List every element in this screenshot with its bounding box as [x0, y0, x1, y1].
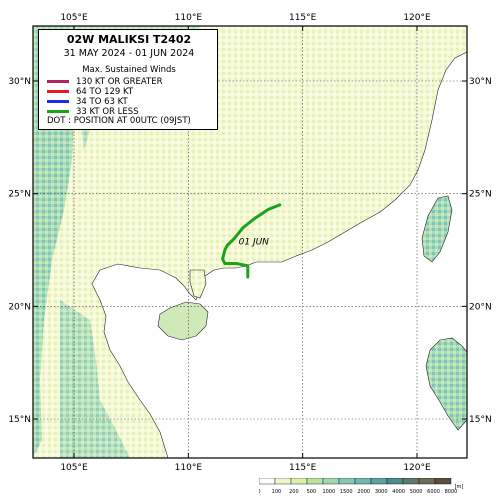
indochina-highlands — [60, 300, 130, 458]
scale-tick-label: 6000 — [427, 489, 440, 495]
legend-subtitle: Max. Sustained Winds — [82, 65, 176, 75]
lat-label: 15°N — [8, 415, 31, 425]
scale-swatch — [322, 478, 340, 485]
lat-label: 25°N — [469, 190, 492, 200]
legend: 02W MALIKSI T2402 31 MAY 2024 - 01 JUN 2… — [38, 29, 218, 130]
scale-tick-label: 200 — [289, 489, 299, 495]
scale-tick-label: 100 — [272, 489, 282, 495]
lat-label: 30°N — [469, 77, 492, 87]
lon-label: 110°E — [175, 463, 203, 473]
legend-swatch — [47, 80, 69, 83]
lon-label: 120°E — [403, 463, 431, 473]
legend-swatch — [47, 90, 69, 93]
elevation-scale: 0 100 200 500 1000 1500 2000 3000 4000 5000 6000 80… — [259, 478, 464, 495]
lon-label: 115°E — [289, 13, 317, 23]
scale-tick-label: 1500 — [340, 489, 353, 495]
scale-swatch — [338, 478, 356, 485]
axis-labels: 105°E 105°E 110°E 110°E 115°E 115°E 120°E 120°E… — [8, 13, 491, 473]
scale-swatch — [354, 478, 372, 485]
legend-title: 02W MALIKSI T2402 — [66, 33, 192, 46]
legend-label: 130 KT OR GREATER — [76, 76, 163, 87]
legend-label: 33 KT OR LESS — [76, 106, 139, 117]
hainan-island — [157, 301, 209, 341]
scale-swatch — [259, 478, 276, 485]
legend-item-64kt: 64 TO 129 KT — [47, 86, 133, 97]
scale-swatch — [434, 478, 452, 485]
lat-label: 30°N — [8, 77, 31, 87]
lat-label: 20°N — [8, 302, 31, 312]
legend-item-33kt: 33 KT OR LESS — [47, 106, 139, 117]
scale-swatch — [290, 478, 308, 485]
legend-swatch — [47, 100, 69, 103]
lat-label: 25°N — [8, 190, 31, 200]
taiwan-island — [421, 195, 453, 263]
legend-label: 34 TO 63 KT — [76, 96, 128, 107]
scale-swatch — [274, 478, 292, 485]
legend-swatch — [47, 110, 69, 113]
legend-item-34kt: 34 TO 63 KT — [47, 96, 128, 107]
lon-label: 120°E — [403, 13, 431, 23]
lon-label: 105°E — [60, 463, 88, 473]
scale-swatch — [402, 478, 420, 485]
luzon-island — [425, 337, 467, 431]
legend-label: 64 TO 129 KT — [76, 86, 134, 97]
scale-tick-label: 4000 — [392, 489, 405, 495]
lat-label: 20°N — [469, 302, 492, 312]
scale-tick-label: 2000 — [357, 489, 370, 495]
map-frame — [32, 25, 468, 459]
track-date-label: 01 JUN — [239, 237, 270, 247]
legend-dates: 31 MAY 2024 - 01 JUN 2024 — [63, 48, 195, 59]
legend-item-130kt: 130 KT OR GREATER — [47, 76, 163, 87]
scale-unit: [m] — [455, 484, 464, 490]
scale-tick-label: 5000 — [410, 489, 423, 495]
scale-swatch — [370, 478, 388, 485]
western-highlands — [33, 26, 80, 458]
scale-tick-label: 8000 — [445, 489, 458, 495]
typhoon-track — [221, 203, 282, 279]
graticule — [33, 26, 467, 458]
scale-tick-label: 500 — [307, 489, 317, 495]
scale-tick-label: 1000 — [322, 489, 335, 495]
scale-tick-label: 0 — [259, 489, 261, 495]
lat-label: 15°N — [469, 415, 492, 425]
lon-label: 105°E — [60, 13, 88, 23]
lon-label: 115°E — [289, 463, 317, 473]
scale-tick-label: 3000 — [375, 489, 388, 495]
scale-swatch — [306, 478, 324, 485]
legend-dot-note: DOT : POSITION AT 00UTC (09JST) — [47, 116, 191, 126]
mainland — [33, 26, 467, 458]
scale-swatch — [418, 478, 436, 485]
lon-label: 110°E — [175, 13, 203, 23]
leizhou-peninsula — [189, 269, 207, 299]
scale-swatch — [386, 478, 404, 485]
